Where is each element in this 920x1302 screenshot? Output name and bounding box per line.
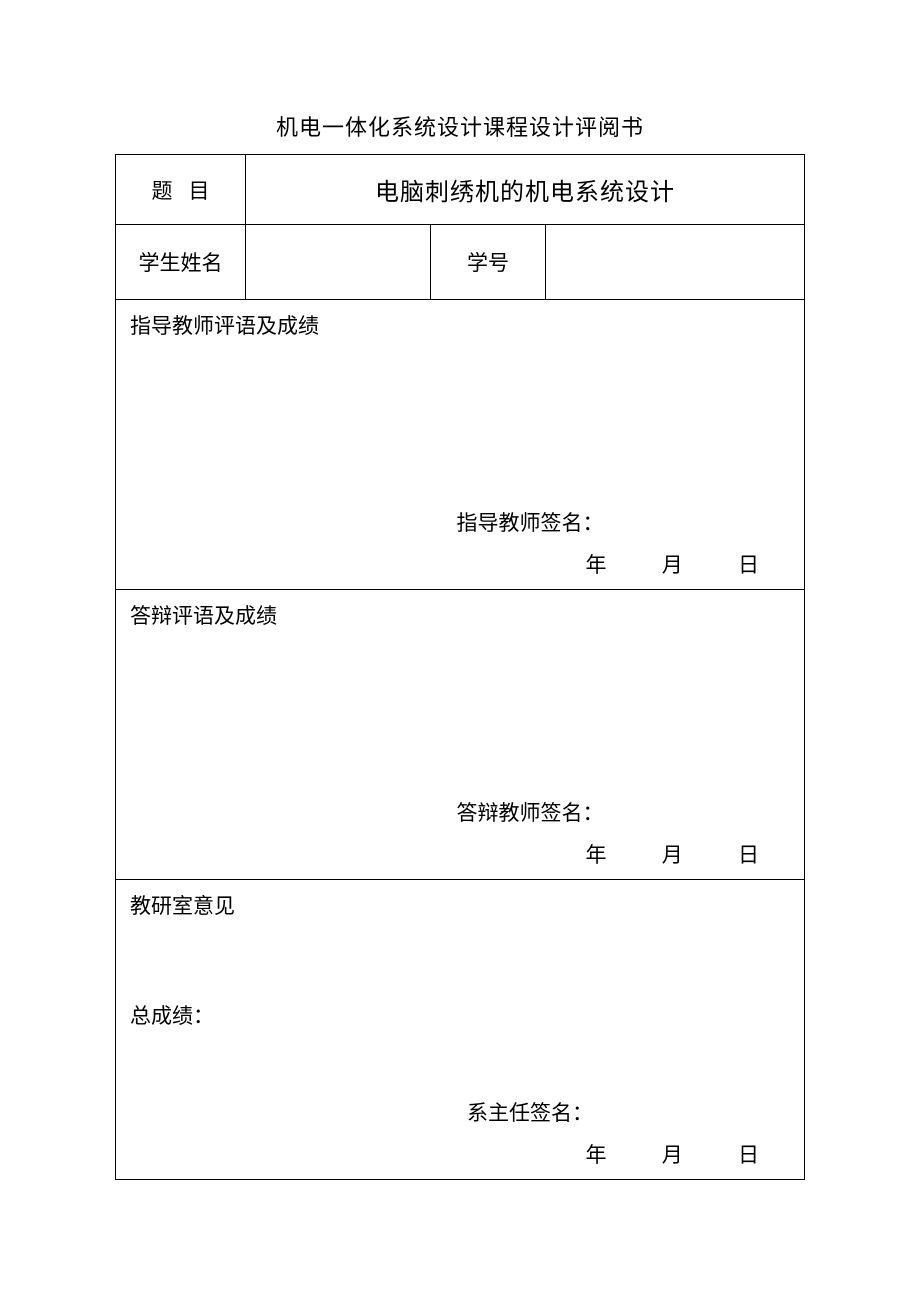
guidance-section: 指导教师评语及成绩 指导教师签名： 年 月 日	[116, 300, 805, 590]
defense-date-day: 日	[738, 839, 759, 869]
guidance-date-month: 月	[662, 549, 683, 579]
office-date-day: 日	[738, 1139, 759, 1169]
office-heading: 教研室意见	[130, 890, 790, 920]
guidance-date: 年 月 日	[116, 549, 804, 579]
office-date-month: 月	[662, 1139, 683, 1169]
guidance-section-row: 指导教师评语及成绩 指导教师签名： 年 月 日	[116, 300, 805, 590]
defense-section-row: 答辩评语及成绩 答辩教师签名： 年 月 日	[116, 590, 805, 880]
page-title: 机电一体化系统设计课程设计评阅书	[115, 110, 805, 142]
student-name-label: 学生姓名	[116, 225, 246, 300]
topic-row: 题目 电脑刺绣机的机电系统设计	[116, 155, 805, 225]
defense-heading: 答辩评语及成绩	[130, 600, 790, 630]
student-id-value	[546, 225, 805, 300]
topic-value: 电脑刺绣机的机电系统设计	[246, 155, 805, 225]
defense-date: 年 月 日	[116, 839, 804, 869]
office-date: 年 月 日	[116, 1139, 804, 1169]
office-section: 教研室意见 总成绩： 系主任签名： 年 月 日	[116, 880, 805, 1180]
evaluation-form-table: 题目 电脑刺绣机的机电系统设计 学生姓名 学号 指导教师评语及成绩 指导教师签名…	[115, 154, 805, 1180]
defense-date-year: 年	[586, 839, 607, 869]
student-row: 学生姓名 学号	[116, 225, 805, 300]
office-section-row: 教研室意见 总成绩： 系主任签名： 年 月 日	[116, 880, 805, 1180]
guidance-date-year: 年	[586, 549, 607, 579]
office-date-year: 年	[586, 1139, 607, 1169]
defense-section: 答辩评语及成绩 答辩教师签名： 年 月 日	[116, 590, 805, 880]
defense-signature-label: 答辩教师签名：	[116, 797, 804, 827]
guidance-signature-label: 指导教师签名：	[116, 507, 804, 537]
office-signature-label: 系主任签名：	[116, 1097, 804, 1127]
student-name-value	[246, 225, 431, 300]
topic-label: 题目	[116, 155, 246, 225]
guidance-heading: 指导教师评语及成绩	[130, 310, 790, 340]
defense-date-month: 月	[662, 839, 683, 869]
total-score-label: 总成绩：	[130, 1000, 790, 1030]
student-id-label: 学号	[431, 225, 546, 300]
guidance-date-day: 日	[738, 549, 759, 579]
